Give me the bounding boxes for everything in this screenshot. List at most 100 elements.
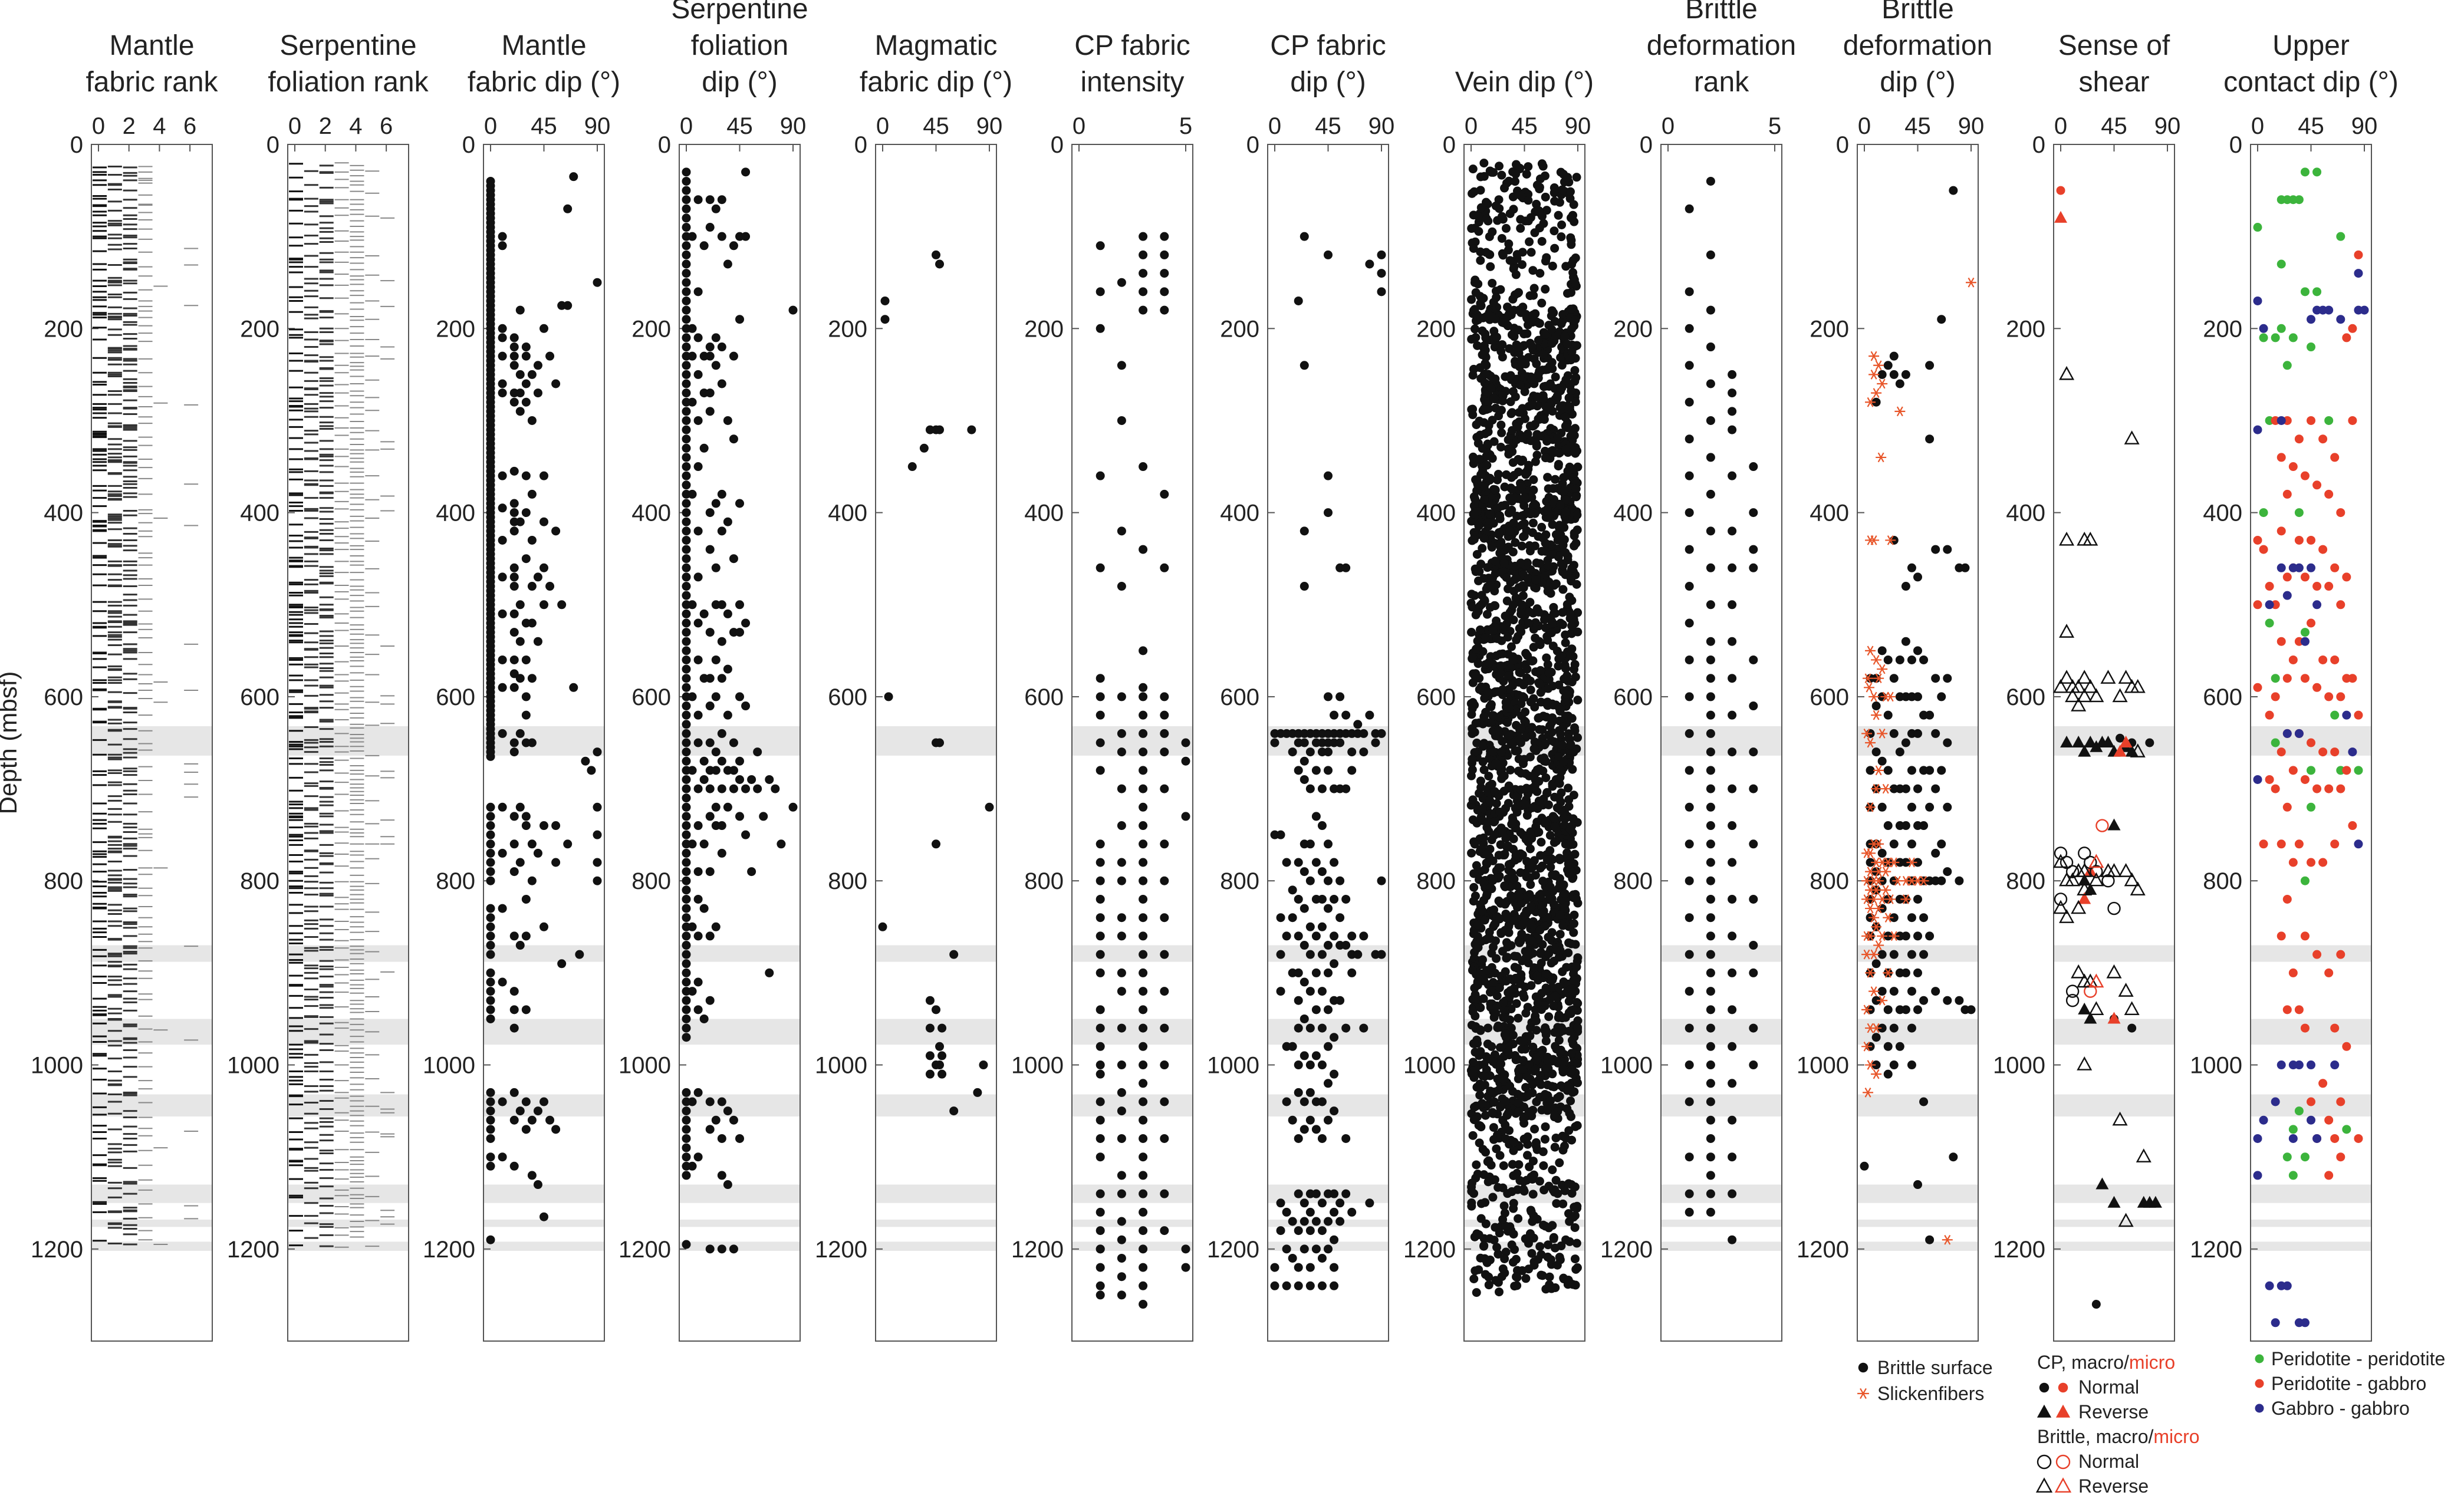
data-point <box>1300 941 1309 950</box>
data-point <box>1160 784 1169 793</box>
data-point <box>932 839 940 849</box>
vein-point <box>1572 173 1581 182</box>
vein-point <box>1557 1081 1566 1091</box>
data-point <box>693 618 703 628</box>
data-point <box>1117 1023 1126 1033</box>
data-point <box>1139 1152 1148 1162</box>
data-point <box>1096 1226 1105 1236</box>
vein-point <box>1559 880 1568 890</box>
vein-point <box>1529 475 1538 485</box>
vein-point <box>1489 905 1499 914</box>
vein-point <box>1473 279 1483 289</box>
data-point <box>1324 471 1333 480</box>
data-point <box>1117 1217 1126 1226</box>
data-point <box>729 351 738 361</box>
vein-point <box>1555 855 1565 864</box>
vein-point <box>1522 811 1532 820</box>
data-point <box>729 784 738 793</box>
vein-point <box>1524 574 1533 584</box>
vein-point <box>1561 495 1571 505</box>
x-tick-label: 0 <box>1073 113 1085 139</box>
vein-point <box>1469 897 1478 906</box>
data-point <box>539 821 548 831</box>
vein-point <box>1566 304 1575 314</box>
data-point <box>1096 839 1105 849</box>
vein-point <box>1468 1131 1478 1140</box>
vein-point <box>1526 509 1535 519</box>
data-point <box>509 582 519 591</box>
data-point <box>723 710 732 720</box>
vein-point <box>1479 765 1489 775</box>
vein-point <box>1496 347 1506 356</box>
data-point <box>1324 250 1333 259</box>
data-point <box>985 802 994 812</box>
data-point <box>527 582 537 591</box>
y-tick-label: 400 <box>631 500 671 526</box>
data-point <box>711 692 721 701</box>
data-point <box>1330 710 1339 720</box>
data-point <box>1139 1097 1148 1106</box>
panel-vein_dip: Vein dip (°) 0 45 90 0 200 400 600 800 1000 1200 <box>1403 67 1594 1342</box>
data-point <box>563 204 573 213</box>
data-point <box>1139 269 1148 278</box>
vein-point <box>1519 680 1528 690</box>
vein-point <box>1514 1013 1523 1023</box>
data-point <box>693 655 703 664</box>
vein-point <box>1548 713 1557 723</box>
vein-point <box>1526 920 1535 929</box>
y-tick-label: 400 <box>828 500 867 526</box>
vein-point <box>1492 759 1501 768</box>
vein-point <box>1472 644 1481 654</box>
vein-point <box>1547 339 1557 348</box>
vein-point <box>1548 1055 1558 1064</box>
y-tick-label: 1200 <box>423 1237 475 1263</box>
data-point <box>1305 1226 1315 1236</box>
data-point <box>1324 1115 1333 1125</box>
vein-point <box>1556 353 1565 363</box>
vein-point <box>1491 1009 1501 1018</box>
y-tick-label: 800 <box>1220 868 1259 894</box>
vein-point <box>1547 1082 1557 1091</box>
data-point <box>1096 674 1105 683</box>
data-point <box>498 729 507 738</box>
shaded-interval <box>288 1184 409 1203</box>
vein-point <box>1529 421 1539 430</box>
data-point <box>486 876 495 885</box>
data-point <box>551 821 561 831</box>
data-point <box>1139 250 1148 259</box>
data-point <box>682 646 691 656</box>
vein-point <box>1467 848 1476 858</box>
vein-point <box>1528 803 1537 812</box>
data-point <box>1139 232 1148 241</box>
data-point <box>1117 1060 1126 1070</box>
data-point <box>1324 1079 1333 1088</box>
data-point <box>682 508 691 518</box>
vein-point <box>1479 1241 1489 1251</box>
data-point <box>1096 1134 1105 1143</box>
vein-point <box>1537 159 1547 169</box>
vein-point <box>1527 901 1536 911</box>
data-point <box>1117 526 1126 536</box>
vein-point <box>1531 618 1540 627</box>
data-point <box>1335 1198 1345 1208</box>
data-point <box>1096 1069 1105 1079</box>
data-point <box>705 812 715 821</box>
vein-point <box>1530 1124 1539 1134</box>
y-tick-label: 1000 <box>815 1053 867 1079</box>
x-tick-label: 45 <box>1511 113 1538 139</box>
data-point <box>1305 747 1315 757</box>
data-point <box>498 904 507 913</box>
data-point <box>687 839 697 849</box>
vein-point <box>1518 693 1527 702</box>
vein-point <box>1493 1183 1503 1192</box>
data-point <box>1288 1115 1297 1125</box>
x-tick-label: 45 <box>726 113 753 139</box>
vein-point <box>1506 765 1515 775</box>
vein-point <box>1469 1115 1479 1124</box>
data-point <box>1139 802 1148 812</box>
data-point <box>1305 950 1315 959</box>
data-point <box>1288 913 1297 923</box>
vein-point <box>1528 1080 1537 1089</box>
vein-point <box>1534 335 1543 345</box>
vein-point <box>1485 934 1495 943</box>
